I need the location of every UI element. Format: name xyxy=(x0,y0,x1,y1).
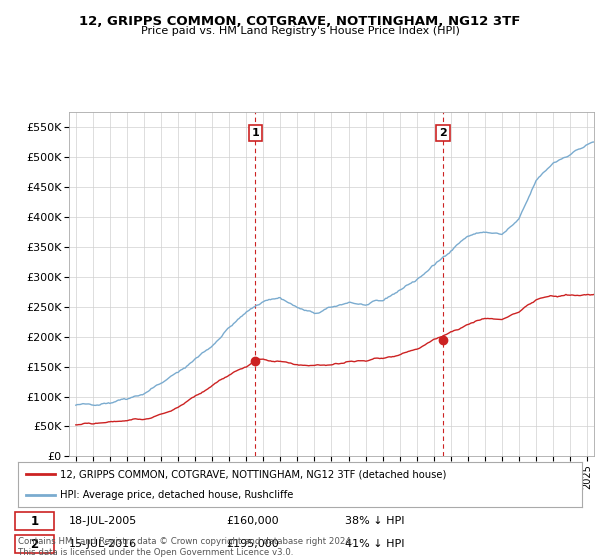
Text: 12, GRIPPS COMMON, COTGRAVE, NOTTINGHAM, NG12 3TF (detached house): 12, GRIPPS COMMON, COTGRAVE, NOTTINGHAM,… xyxy=(60,469,446,479)
Text: 18-JUL-2005: 18-JUL-2005 xyxy=(69,516,137,526)
Text: 2: 2 xyxy=(439,128,447,138)
Text: HPI: Average price, detached house, Rushcliffe: HPI: Average price, detached house, Rush… xyxy=(60,489,293,500)
Text: 41% ↓ HPI: 41% ↓ HPI xyxy=(345,539,404,549)
Text: £160,000: £160,000 xyxy=(227,516,280,526)
Text: 1: 1 xyxy=(251,128,259,138)
FancyBboxPatch shape xyxy=(15,512,53,530)
Text: Price paid vs. HM Land Registry's House Price Index (HPI): Price paid vs. HM Land Registry's House … xyxy=(140,26,460,36)
Text: £195,000: £195,000 xyxy=(227,539,280,549)
Text: 1: 1 xyxy=(30,515,38,528)
FancyBboxPatch shape xyxy=(15,535,53,553)
Text: 38% ↓ HPI: 38% ↓ HPI xyxy=(345,516,404,526)
Text: Contains HM Land Registry data © Crown copyright and database right 2024.
This d: Contains HM Land Registry data © Crown c… xyxy=(18,537,353,557)
Text: 2: 2 xyxy=(30,538,38,550)
Text: 15-JUL-2016: 15-JUL-2016 xyxy=(69,539,137,549)
Text: 12, GRIPPS COMMON, COTGRAVE, NOTTINGHAM, NG12 3TF: 12, GRIPPS COMMON, COTGRAVE, NOTTINGHAM,… xyxy=(79,15,521,28)
